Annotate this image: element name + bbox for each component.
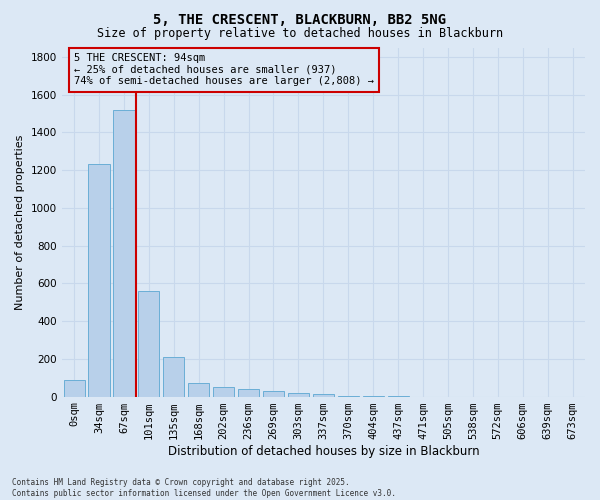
Bar: [138, 291, 160, 397]
Bar: [88, 164, 110, 396]
Text: 5, THE CRESCENT, BLACKBURN, BB2 5NG: 5, THE CRESCENT, BLACKBURN, BB2 5NG: [154, 12, 446, 26]
Bar: [188, 384, 209, 396]
Bar: [238, 390, 259, 396]
Bar: [64, 380, 85, 396]
Bar: [113, 110, 134, 397]
Bar: [288, 393, 309, 396]
Y-axis label: Number of detached properties: Number of detached properties: [15, 134, 25, 310]
Bar: [263, 391, 284, 396]
Text: 5 THE CRESCENT: 94sqm
← 25% of detached houses are smaller (937)
74% of semi-det: 5 THE CRESCENT: 94sqm ← 25% of detached …: [74, 53, 374, 86]
Text: Size of property relative to detached houses in Blackburn: Size of property relative to detached ho…: [97, 28, 503, 40]
Bar: [213, 387, 234, 396]
X-axis label: Distribution of detached houses by size in Blackburn: Distribution of detached houses by size …: [167, 444, 479, 458]
Bar: [313, 394, 334, 396]
Text: Contains HM Land Registry data © Crown copyright and database right 2025.
Contai: Contains HM Land Registry data © Crown c…: [12, 478, 396, 498]
Bar: [163, 357, 184, 397]
